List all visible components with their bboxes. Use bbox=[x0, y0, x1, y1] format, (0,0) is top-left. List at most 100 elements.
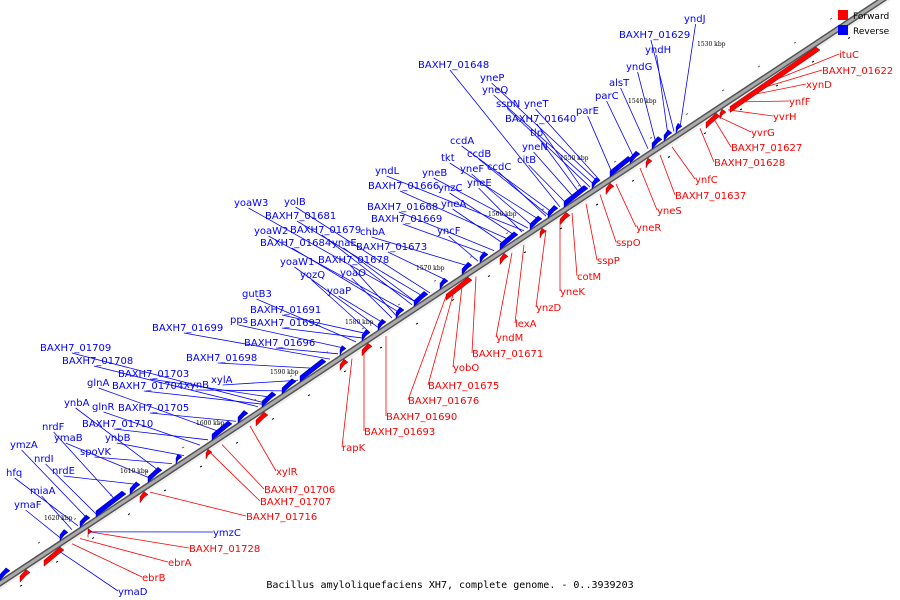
gene-label-yolb: yolB bbox=[284, 197, 306, 208]
leader-ynea bbox=[452, 208, 505, 245]
gene-label-ymad: ymaD bbox=[118, 587, 148, 598]
gene-label-ynet: yneT bbox=[524, 99, 549, 110]
gene-label-sspo: sspO bbox=[616, 238, 641, 249]
gene-label-xynb: xynB bbox=[184, 380, 209, 391]
gene-label-pare: parE bbox=[576, 106, 599, 117]
scale-tick-7: 1600 kbp bbox=[196, 420, 225, 427]
minor-dash bbox=[19, 584, 23, 587]
gene-label-parc: parC bbox=[595, 91, 619, 102]
leader-yoaw1 bbox=[294, 266, 379, 328]
gene-label-gutb3: gutB3 bbox=[242, 289, 272, 300]
gene-label-ynep: yneP bbox=[480, 73, 504, 84]
gene-label-ynzc: ynzC bbox=[438, 183, 463, 194]
forward-gene-block-12 bbox=[205, 448, 213, 460]
leader-baxh7-01679 bbox=[321, 234, 413, 306]
gene-label-ynef: yneF bbox=[460, 164, 484, 175]
gene-label-baxh7-01676: BAXH7_01676 bbox=[408, 396, 479, 407]
leader-baxh7-01703 bbox=[149, 378, 273, 398]
minor-dash bbox=[793, 41, 797, 44]
gene-label-xynd: xynD bbox=[806, 80, 832, 91]
gene-label-baxh7-01705: BAXH7_01705 bbox=[118, 403, 189, 414]
genome-caption: Bacillus amyloliquefaciens XH7, complete… bbox=[266, 580, 633, 591]
gene-label-baxh7-01671: BAXH7_01671 bbox=[472, 349, 543, 360]
gene-label-sspp: sspP bbox=[597, 256, 620, 267]
leader-sspp bbox=[585, 203, 598, 261]
gene-label-baxh7-01668: BAXH7_01668 bbox=[367, 202, 438, 213]
scale-tick-8: 1610 kbp bbox=[120, 468, 149, 475]
gene-label-ccda: ccdA bbox=[450, 136, 474, 147]
minor-dash bbox=[667, 156, 671, 158]
gene-label-nrde: nrdE bbox=[52, 466, 75, 477]
gene-label-ynff: ynfF bbox=[789, 97, 811, 108]
gene-label-baxh7-01678: BAXH7_01678 bbox=[318, 255, 389, 266]
gene-label-lexa: lexA bbox=[515, 319, 537, 330]
gene-label-glnr: glnR bbox=[92, 402, 114, 413]
minor-dash bbox=[811, 60, 815, 63]
leader-nrdf bbox=[53, 431, 117, 501]
minor-dash bbox=[559, 227, 563, 230]
reverse-gene-block-19 bbox=[281, 378, 297, 395]
gene-label-baxh7-01692: BAXH7_01692 bbox=[250, 318, 321, 329]
leader-baxh7-01637 bbox=[659, 154, 676, 196]
gene-label-ynen: yneN bbox=[522, 142, 548, 153]
gene-label-ynae: ynaE bbox=[332, 238, 357, 249]
gene-label-ymza: ymzA bbox=[10, 440, 38, 451]
minor-dash bbox=[271, 418, 275, 420]
leader-citb bbox=[528, 164, 567, 204]
gene-label-rapk: rapK bbox=[342, 443, 366, 454]
leader-yobo bbox=[452, 285, 463, 368]
leader-yndh bbox=[656, 54, 669, 136]
gene-label-pps: pps bbox=[230, 315, 248, 326]
gene-label-baxh7-01699: BAXH7_01699 bbox=[152, 323, 223, 334]
leader-baxh7-01707 bbox=[209, 452, 261, 502]
reverse-gene-block-16 bbox=[361, 329, 371, 342]
gene-label-glna: glnA bbox=[87, 378, 109, 389]
gene-label-yndg: yndG bbox=[626, 62, 652, 73]
gene-label-tkt: tkt bbox=[441, 153, 455, 164]
minor-dash bbox=[829, 17, 833, 20]
leader-baxh7-01668 bbox=[398, 211, 495, 251]
gene-label-baxh7-01666: BAXH7_01666 bbox=[368, 181, 439, 192]
forward-gene-block-11 bbox=[255, 411, 269, 427]
gene-label-yndh: yndH bbox=[645, 45, 671, 56]
gene-label-baxh7-01679: BAXH7_01679 bbox=[290, 225, 361, 236]
leader-ymza bbox=[21, 449, 89, 520]
gene-label-baxh7-01648: BAXH7_01648 bbox=[418, 60, 489, 71]
leader-ynes bbox=[639, 167, 658, 211]
minor-dash bbox=[703, 132, 707, 135]
leader-ynet bbox=[535, 108, 601, 181]
minor-dash bbox=[109, 494, 113, 497]
leader-ccdb bbox=[478, 158, 549, 216]
gene-label-baxh7-01704: BAXH7_01704 bbox=[112, 381, 183, 392]
leader-yndl bbox=[386, 175, 525, 232]
forward-gene-block-1 bbox=[719, 108, 727, 120]
reverse-gene-block-10 bbox=[479, 251, 489, 264]
gene-label-yneb: yneB bbox=[422, 168, 447, 179]
legend-forward-label: Forward bbox=[853, 12, 889, 22]
minor-dash bbox=[469, 256, 473, 258]
leader-ynae bbox=[343, 247, 417, 303]
leader-baxh7-01681 bbox=[296, 220, 425, 298]
gene-labels: yndJBAXH7_01629yndHyndGalsTparCparEBAXH7… bbox=[6, 14, 893, 598]
forward-gene-block-16 bbox=[19, 569, 31, 583]
forward-gene-block-7 bbox=[499, 253, 509, 266]
leader-baxh7-01627 bbox=[713, 118, 732, 148]
minor-dash bbox=[235, 441, 239, 444]
leader-yoaw2 bbox=[268, 235, 405, 311]
gene-label-ynea: yneA bbox=[441, 199, 466, 210]
leader-baxh7-01648 bbox=[449, 69, 561, 208]
minor-dash bbox=[613, 160, 617, 163]
gene-label-baxh7-01696: BAXH7_01696 bbox=[244, 338, 315, 349]
forward-gene-block-15 bbox=[43, 546, 65, 567]
reverse-gene-block-15 bbox=[377, 318, 387, 331]
reverse-gene-block-5 bbox=[591, 177, 601, 190]
leader-yndm bbox=[495, 252, 513, 338]
leader-baxh7-01728 bbox=[89, 531, 190, 549]
leader-baxh7-01709 bbox=[71, 352, 265, 404]
leader-tlp bbox=[538, 137, 581, 194]
gene-label-yoao: yoaO bbox=[340, 268, 366, 279]
gene-label-baxh7-01728: BAXH7_01728 bbox=[189, 544, 260, 555]
leader-baxh7-01676 bbox=[407, 296, 447, 401]
gene-label-chba: chbA bbox=[360, 227, 385, 238]
forward-gene-block-13 bbox=[139, 491, 149, 504]
